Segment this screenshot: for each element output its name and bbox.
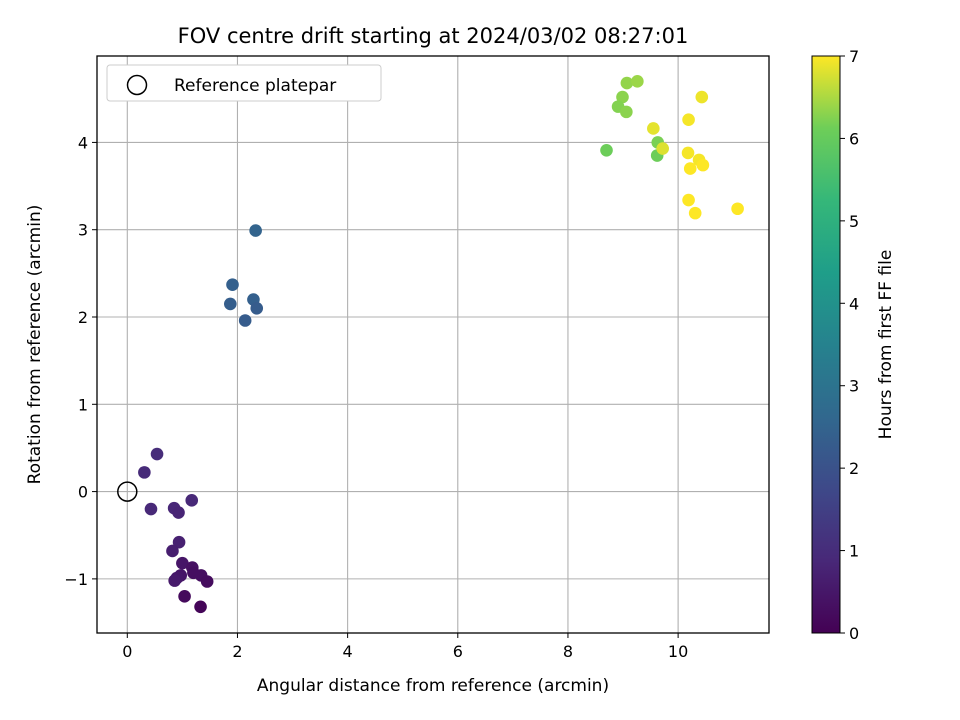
data-point [194, 600, 207, 614]
data-point [238, 314, 252, 327]
data-point [138, 466, 151, 479]
x-tick-label: 0 [122, 642, 132, 661]
legend: Reference platepar [106, 64, 382, 102]
data-point [688, 206, 702, 220]
colorbar-tick-label: 4 [849, 294, 859, 313]
legend-marker-icon [126, 74, 148, 96]
data-point [144, 502, 158, 516]
y-tick-label: 4 [78, 133, 88, 152]
data-point [172, 535, 186, 549]
legend-box [106, 64, 382, 102]
data-point [168, 574, 181, 587]
y-tick-label: 2 [78, 308, 88, 327]
grid-lines [97, 56, 769, 633]
x-axis-ticks: 0 2 4 6 8 10 [122, 633, 688, 661]
y-tick-label: 0 [78, 483, 88, 502]
data-point [172, 506, 185, 519]
y-tick-label: 3 [78, 221, 88, 240]
data-point [616, 90, 629, 104]
data-point [647, 122, 660, 135]
data-point [178, 590, 191, 603]
colorbar-tick-label: 5 [849, 212, 859, 231]
data-point [731, 202, 744, 216]
x-tick-label: 6 [453, 642, 463, 661]
data-point [166, 544, 179, 558]
y-axis-label: Rotation from reference (arcmin) [25, 205, 45, 485]
data-point [682, 193, 695, 207]
colorbar-tick-label: 7 [849, 47, 859, 66]
data-point [600, 143, 613, 157]
colorbar-tick-label: 1 [849, 542, 859, 561]
colorbar-tick-label: 6 [849, 129, 859, 148]
data-point [200, 575, 214, 588]
chart-title: FOV centre drift starting at 2024/03/02 … [178, 24, 689, 48]
data-point [249, 224, 262, 237]
data-point [250, 301, 264, 315]
data-point [620, 76, 634, 90]
data-point [150, 447, 164, 461]
plot-frame [96, 55, 770, 634]
colorbar-label: Hours from first FF file [876, 250, 896, 440]
data-point [185, 494, 199, 507]
data-points [138, 75, 744, 614]
x-tick-label: 2 [232, 642, 242, 661]
data-point [682, 113, 695, 127]
y-tick-label: −1 [64, 570, 88, 589]
colorbar-gradient [811, 55, 841, 634]
y-axis-ticks: −1 0 1 2 3 4 [64, 133, 97, 589]
y-tick-label: 1 [78, 395, 88, 414]
colorbar-ticks: 0 1 2 3 4 5 6 7 [840, 47, 859, 643]
colorbar: 0 1 2 3 4 5 6 7 Hours from first FF file [811, 47, 896, 643]
data-point [223, 297, 237, 311]
x-tick-label: 8 [563, 642, 573, 661]
data-point [696, 158, 710, 172]
data-point [683, 162, 697, 175]
x-tick-label: 10 [668, 642, 688, 661]
colorbar-tick-label: 0 [849, 624, 859, 643]
reference-marker [117, 481, 138, 502]
data-point [681, 146, 695, 160]
data-point [620, 105, 633, 119]
legend-entry-reference: Reference platepar [174, 76, 336, 96]
colorbar-tick-label: 2 [849, 459, 859, 478]
x-axis-label: Angular distance from reference (arcmin) [257, 676, 609, 696]
colorbar-tick-label: 3 [849, 377, 859, 396]
data-point [656, 142, 669, 155]
data-point [631, 75, 644, 88]
data-point [226, 278, 239, 292]
data-point [695, 90, 709, 104]
x-tick-label: 4 [343, 642, 353, 661]
data-point [176, 556, 189, 570]
